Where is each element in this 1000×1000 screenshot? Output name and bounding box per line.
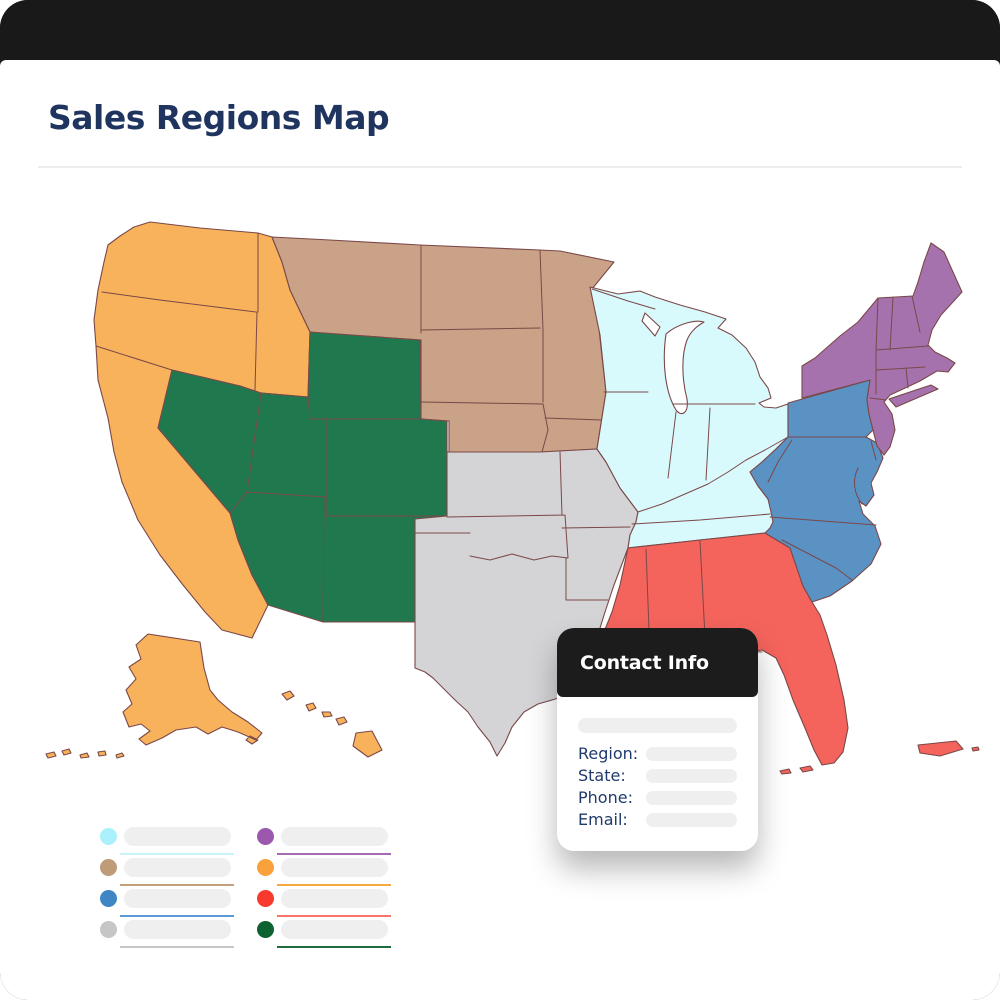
legend-item-midatlantic[interactable]: [100, 889, 240, 920]
legend-dot-icon: [100, 921, 117, 938]
contact-field-region: Region:: [578, 744, 737, 763]
contact-card-header: Contact Info: [557, 628, 758, 697]
contact-field-email: Email:: [578, 810, 737, 829]
map-region-northeast[interactable]: [801, 242, 963, 456]
legend-underline: [120, 915, 234, 917]
page-title: Sales Regions Map: [48, 98, 390, 137]
legend-label-placeholder: [281, 920, 388, 939]
map-region-mountain[interactable]: [157, 331, 448, 623]
field-value-placeholder: [646, 768, 737, 783]
legend-underline: [120, 884, 234, 886]
map-region-midatlantic[interactable]: [749, 379, 884, 603]
legend-underline: [277, 915, 391, 917]
legend-item-west[interactable]: [257, 858, 397, 889]
field-value-placeholder: [646, 790, 737, 805]
content-card: Sales Regions Map: [0, 60, 1000, 1000]
map-region-midwest[interactable]: [589, 286, 789, 549]
legend-item-northeast[interactable]: [257, 827, 397, 858]
field-label: Phone:: [578, 788, 633, 807]
legend-label-placeholder: [124, 827, 231, 846]
legend-dot-icon: [257, 890, 274, 907]
legend-dot-icon: [257, 859, 274, 876]
legend-label-placeholder: [124, 858, 231, 877]
contact-field-phone: Phone:: [578, 788, 737, 807]
title-divider: [38, 166, 962, 168]
contact-field-state: State:: [578, 766, 737, 785]
legend-underline: [277, 853, 391, 855]
legend-label-placeholder: [281, 827, 388, 846]
contact-name-placeholder: [578, 718, 737, 733]
field-label: State:: [578, 766, 626, 785]
legend-label-placeholder: [124, 920, 231, 939]
field-value-placeholder: [646, 812, 737, 827]
legend-item-southeast[interactable]: [257, 889, 397, 920]
top-black-bar: [0, 0, 1000, 60]
field-label: Region:: [578, 744, 639, 763]
legend-item-central[interactable]: [100, 920, 240, 951]
legend-underline: [120, 946, 234, 948]
legend-dot-icon: [100, 828, 117, 845]
legend-dot-icon: [100, 890, 117, 907]
contact-card-title: Contact Info: [580, 651, 709, 674]
legend-dot-icon: [100, 859, 117, 876]
field-value-placeholder: [646, 746, 737, 761]
legend-label-placeholder: [281, 889, 388, 908]
legend-dot-icon: [257, 921, 274, 938]
legend-item-midwest[interactable]: [100, 827, 240, 858]
legend-item-plains[interactable]: [100, 858, 240, 889]
legend-item-mountain[interactable]: [257, 920, 397, 951]
legend-label-placeholder: [124, 889, 231, 908]
legend-underline: [120, 853, 234, 855]
contact-card-body: Region: State: Phone: Email:: [557, 697, 758, 851]
contact-info-card: Contact Info Region: State: Phone: Email…: [557, 628, 758, 851]
legend-label-placeholder: [281, 858, 388, 877]
legend-underline: [277, 946, 391, 948]
field-label: Email:: [578, 810, 628, 829]
legend-underline: [277, 884, 391, 886]
legend-dot-icon: [257, 828, 274, 845]
map-region-west[interactable]: [45, 221, 383, 759]
